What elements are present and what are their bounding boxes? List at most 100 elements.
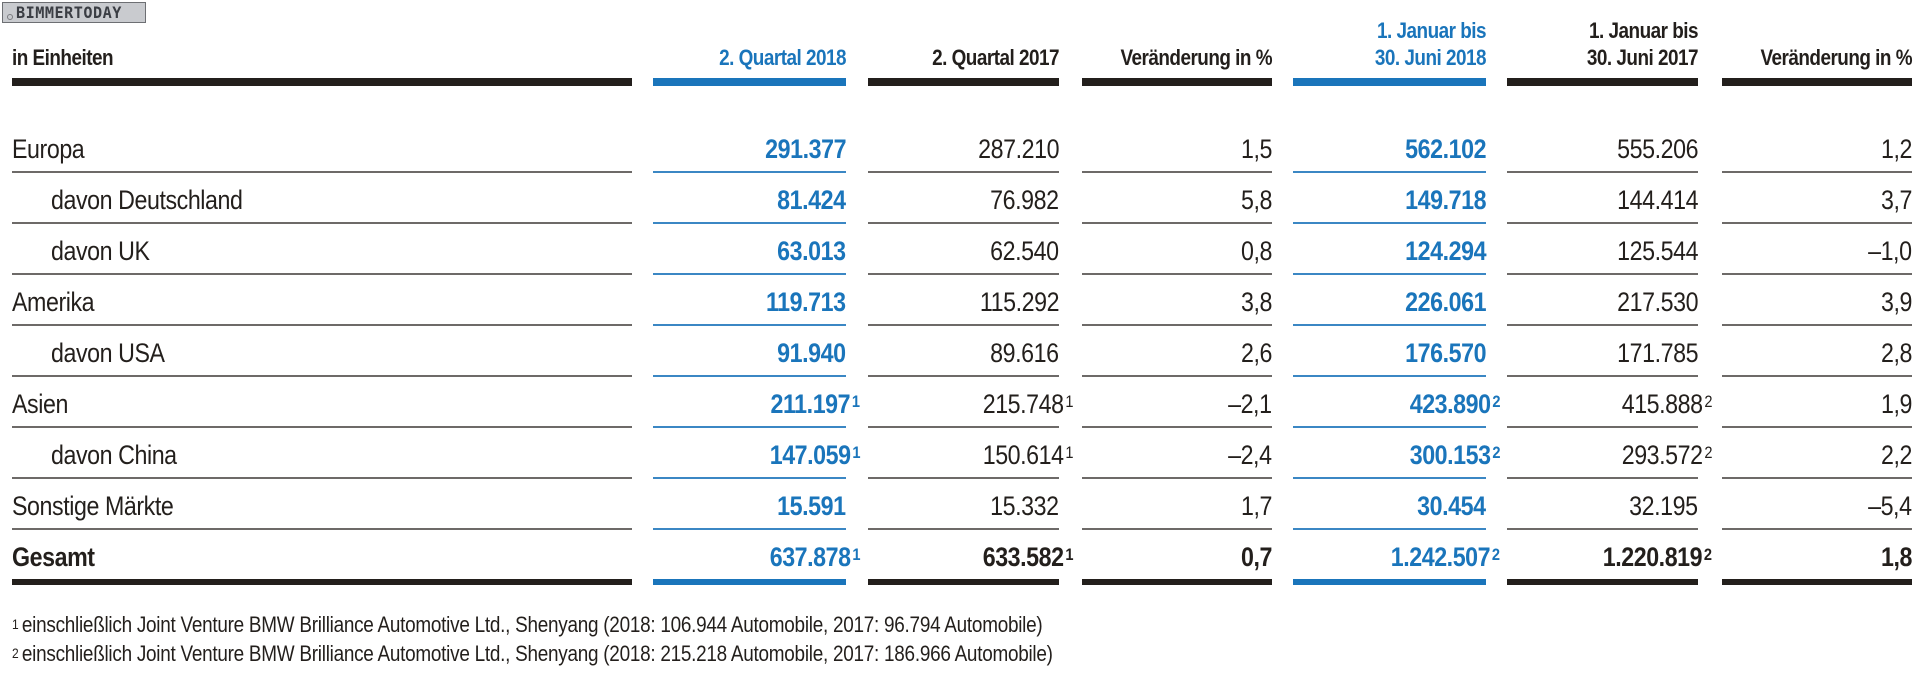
table-cell: –1,0 bbox=[1869, 235, 1913, 267]
cell-value: 555.206 bbox=[1617, 134, 1698, 164]
table-cell: 215.748 1 bbox=[982, 388, 1074, 420]
column-header: 2. Quartal 2018 bbox=[719, 45, 846, 70]
table-cell: 15.591 bbox=[778, 490, 847, 522]
table-cell: 1.220.819 2 bbox=[1603, 541, 1712, 573]
row-label: Europa bbox=[12, 134, 85, 164]
cell-value: 0,8 bbox=[1240, 236, 1272, 266]
table-cell: 3,8 bbox=[1241, 286, 1272, 318]
table-cell: 0,8 bbox=[1241, 235, 1272, 267]
cell-value: –5,4 bbox=[1868, 491, 1913, 521]
table-cell: 1,7 bbox=[1241, 490, 1272, 522]
cell-rule bbox=[868, 579, 1059, 585]
column-header-rule bbox=[868, 78, 1059, 86]
cell-rule bbox=[1722, 273, 1912, 275]
table-row: Europa 291.377 287.210 1,5 562.102 555.206 1,2 bbox=[0, 122, 1920, 173]
cell-rule bbox=[1507, 426, 1698, 428]
row-label: Amerika bbox=[12, 287, 95, 317]
cell-rule bbox=[653, 426, 846, 428]
cell-rule bbox=[1293, 426, 1486, 428]
table-cell: 124.294 bbox=[1405, 235, 1486, 267]
cell-value: 176.570 bbox=[1405, 338, 1486, 368]
footnote-reference: 2 bbox=[1492, 443, 1500, 462]
column-header-rule bbox=[1082, 78, 1272, 86]
cell-value: 293.572 bbox=[1621, 440, 1703, 470]
footnote-reference: 2 bbox=[1492, 545, 1500, 564]
cell-rule bbox=[1722, 324, 1912, 326]
footnote-reference: 2 bbox=[1704, 545, 1712, 564]
cell-value: 215.748 bbox=[982, 389, 1064, 419]
footnote-reference: 1 bbox=[1065, 392, 1073, 411]
cell-value: 115.292 bbox=[979, 287, 1060, 317]
footnote-reference: 2 bbox=[1704, 443, 1712, 462]
cell-rule bbox=[653, 171, 846, 173]
cell-value: 1,5 bbox=[1240, 134, 1272, 164]
header-rule-label-column bbox=[12, 78, 632, 86]
table-cell: 1,2 bbox=[1881, 133, 1912, 165]
cell-value: 3,8 bbox=[1240, 287, 1272, 317]
footnote-marker: 1 bbox=[12, 616, 19, 632]
cell-value: 124.294 bbox=[1405, 236, 1486, 266]
cell-rule bbox=[1293, 171, 1486, 173]
cell-value: 3,7 bbox=[1880, 185, 1912, 215]
row-rule bbox=[12, 579, 632, 585]
table-cell: 415.888 2 bbox=[1622, 388, 1713, 420]
table-cell: 1,5 bbox=[1241, 133, 1272, 165]
cell-rule bbox=[653, 579, 846, 585]
table-cell: 562.102 bbox=[1405, 133, 1486, 165]
cell-value: 300.153 bbox=[1409, 440, 1491, 470]
table-cell: 555.206 bbox=[1617, 133, 1698, 165]
footnote-reference: 1 bbox=[1065, 545, 1073, 564]
table-cell: 62.540 bbox=[991, 235, 1060, 267]
cell-value: 125.544 bbox=[1617, 236, 1698, 266]
cell-rule bbox=[1082, 222, 1272, 224]
table-cell: 81.424 bbox=[777, 184, 847, 216]
cell-rule bbox=[1507, 324, 1698, 326]
cell-rule bbox=[1082, 324, 1272, 326]
cell-value: 171.785 bbox=[1617, 338, 1698, 368]
column-header-line1: 1. Januar bis bbox=[1377, 18, 1486, 43]
cell-rule bbox=[653, 273, 846, 275]
cell-value: 287.210 bbox=[978, 134, 1059, 164]
row-rule bbox=[12, 528, 632, 530]
table-cell: 423.890 2 bbox=[1410, 388, 1501, 420]
cell-rule bbox=[1293, 477, 1486, 479]
cell-value: 2,6 bbox=[1240, 338, 1272, 368]
cell-value: 15.332 bbox=[990, 491, 1060, 521]
cell-rule bbox=[868, 273, 1059, 275]
cell-value: 81.424 bbox=[777, 185, 847, 215]
cell-rule bbox=[1722, 375, 1912, 377]
table-row: davon Deutschland 81.424 76.982 5,8 149.718 1… bbox=[0, 173, 1920, 224]
cell-value: 633.582 bbox=[982, 542, 1064, 572]
cell-rule bbox=[1507, 528, 1698, 530]
table-cell: 293.572 2 bbox=[1621, 439, 1713, 471]
table-cell: 1,9 bbox=[1881, 388, 1912, 420]
cell-value: 0,7 bbox=[1240, 542, 1272, 572]
table-row: Amerika 119.713 115.292 3,8 226.061 217.530 3,… bbox=[0, 275, 1920, 326]
cell-rule bbox=[868, 324, 1059, 326]
table-cell: 2,8 bbox=[1881, 337, 1912, 369]
table-cell: 1,8 bbox=[1881, 541, 1912, 573]
logo-text: BIMMERTODAY bbox=[16, 3, 122, 22]
cell-value: 226.061 bbox=[1405, 287, 1486, 317]
cell-value: 1.242.507 bbox=[1391, 542, 1491, 572]
column-header-rule bbox=[1507, 78, 1698, 86]
footnote-reference: 1 bbox=[852, 392, 860, 411]
cell-value: 91.940 bbox=[777, 338, 847, 368]
cell-value: –2,4 bbox=[1228, 440, 1273, 470]
cell-value: 89.616 bbox=[990, 338, 1060, 368]
cell-rule bbox=[1722, 477, 1912, 479]
table-cell: 115.292 bbox=[979, 286, 1060, 318]
cell-rule bbox=[868, 375, 1059, 377]
row-label: Gesamt bbox=[12, 542, 95, 572]
table-cell: 119.713 bbox=[766, 286, 846, 318]
cell-rule bbox=[1082, 528, 1272, 530]
table-cell: –2,4 bbox=[1228, 439, 1273, 471]
table-cell: 147.059 1 bbox=[770, 439, 861, 471]
row-rule bbox=[12, 477, 632, 479]
cell-value: 30.454 bbox=[1417, 491, 1487, 521]
logo-dot-icon bbox=[7, 13, 13, 20]
row-rule bbox=[12, 222, 632, 224]
row-label: davon USA bbox=[51, 338, 165, 368]
cell-rule bbox=[1293, 375, 1486, 377]
table-cell: 32.195 bbox=[1630, 490, 1699, 522]
